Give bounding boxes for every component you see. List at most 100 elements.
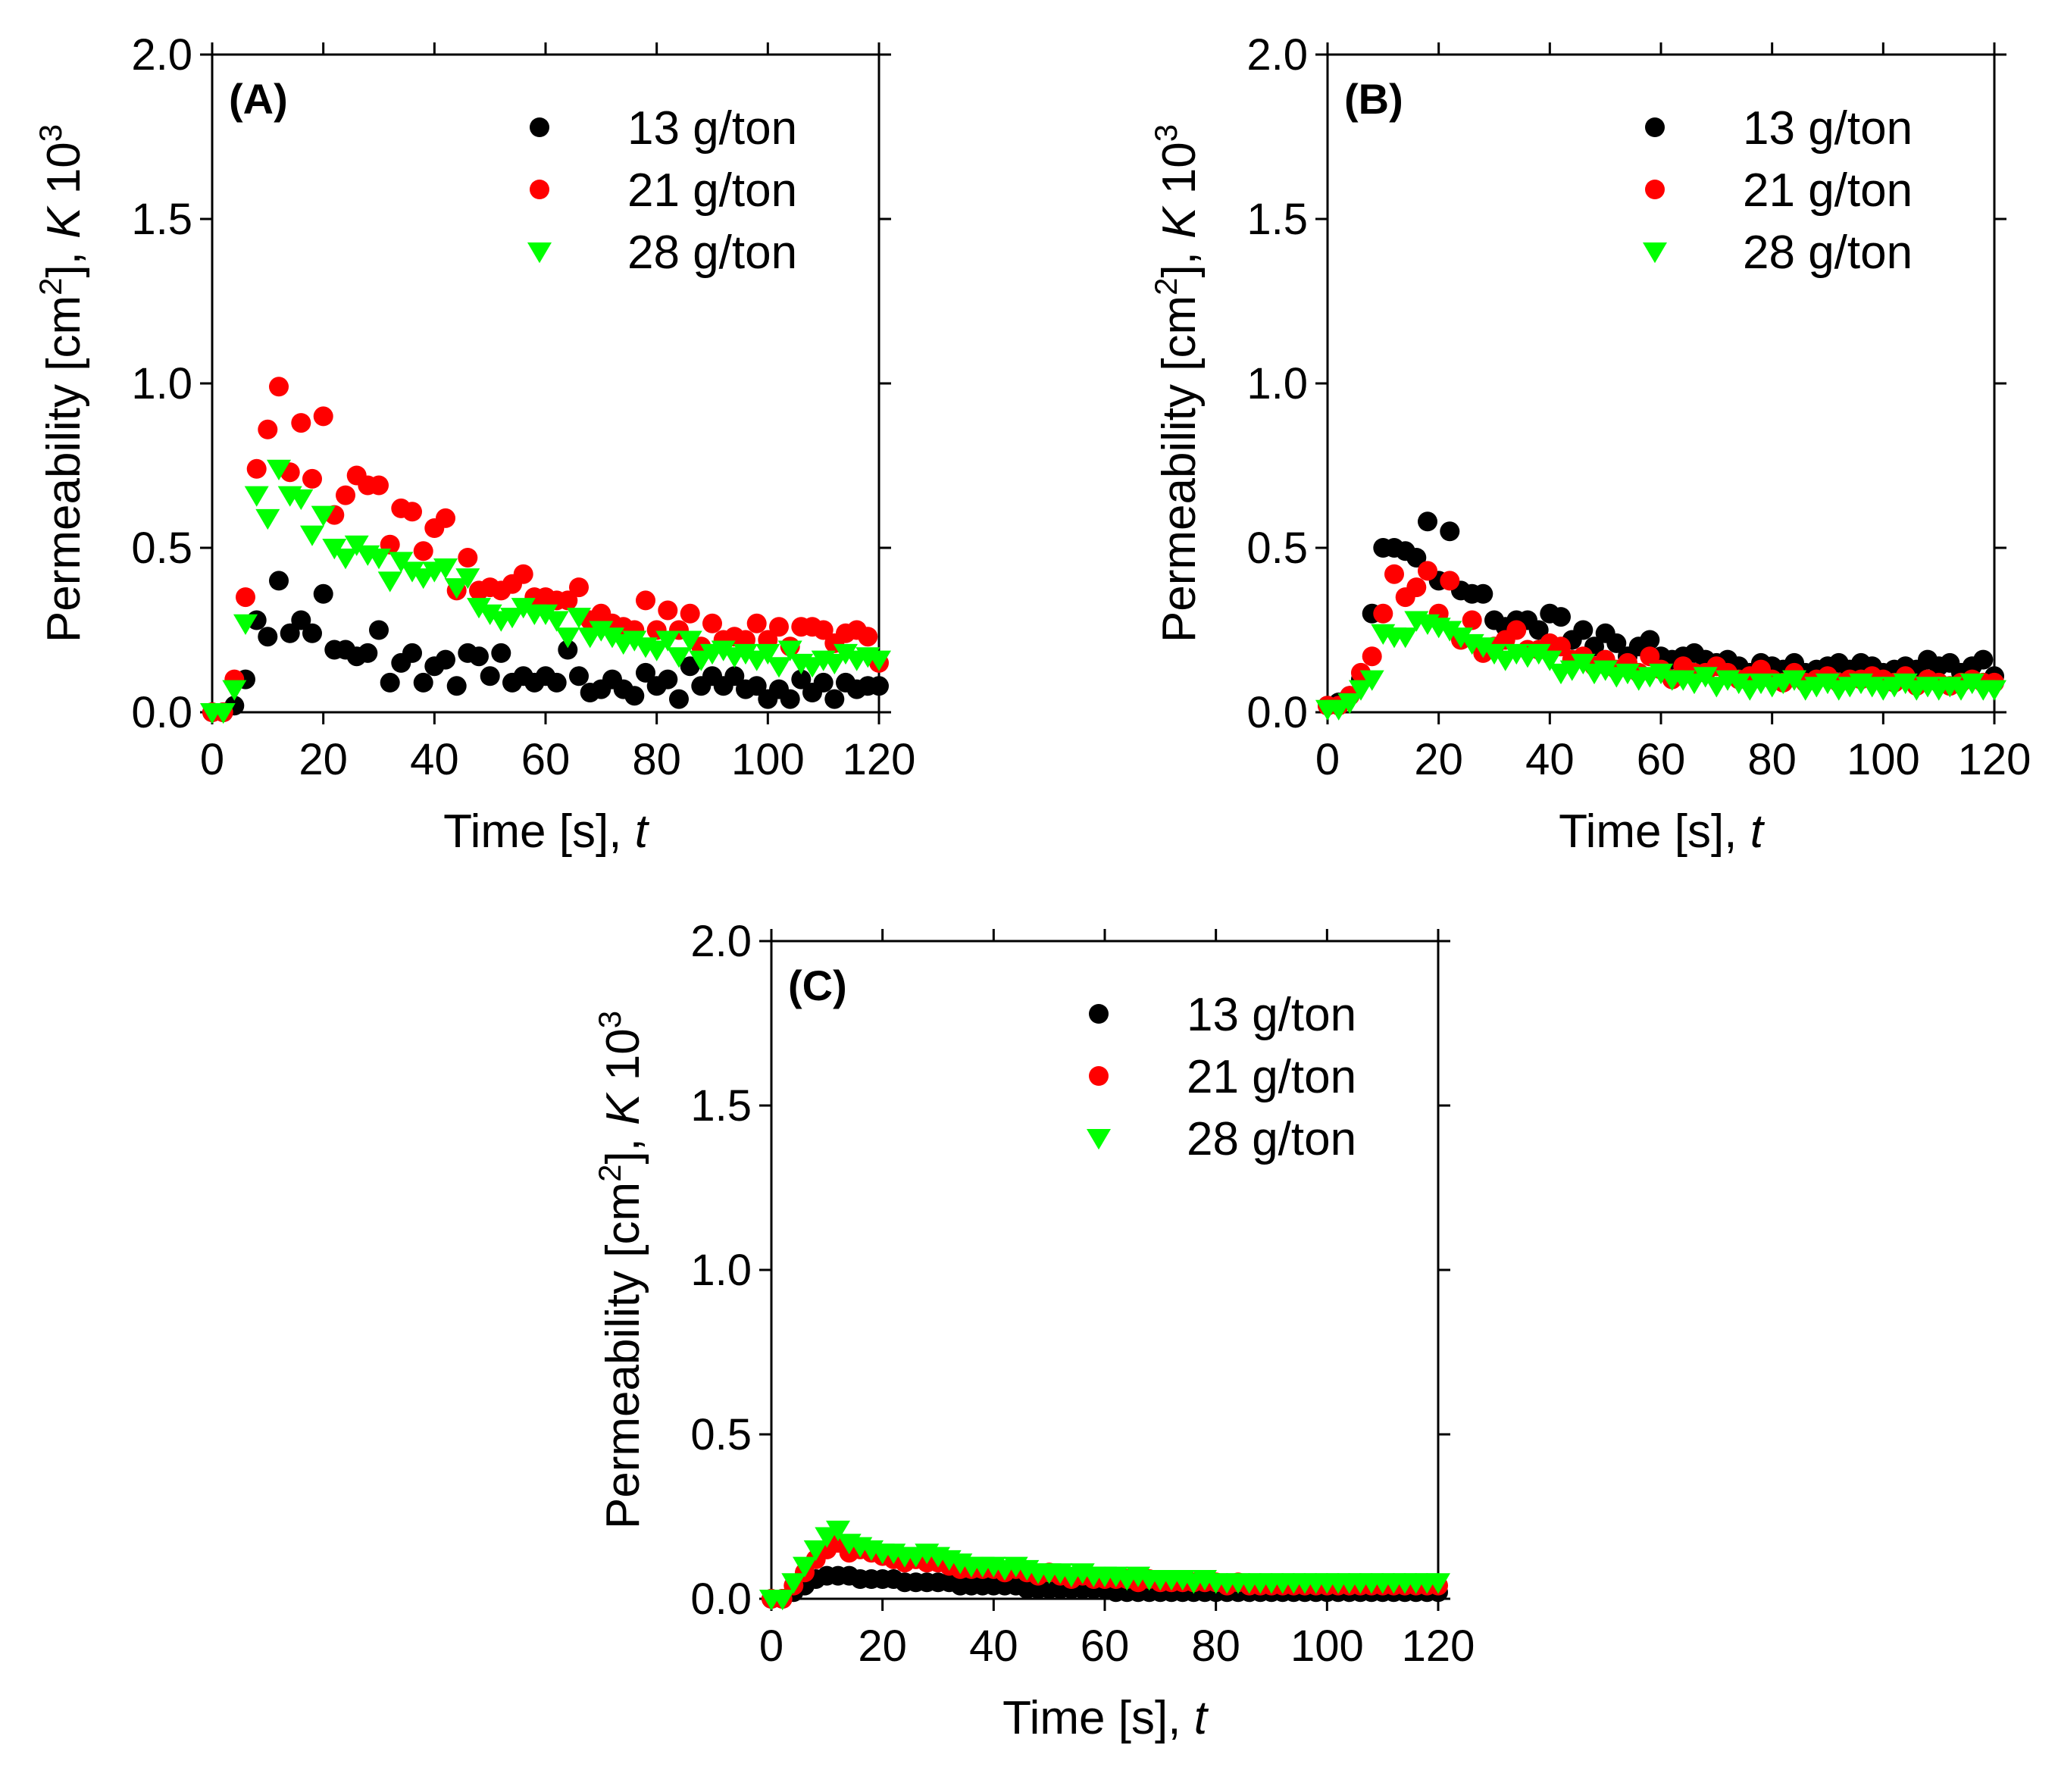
x-tick-label: 20 xyxy=(299,735,348,784)
data-point xyxy=(1440,571,1460,591)
data-point xyxy=(1482,643,1506,665)
x-tick-label: 0 xyxy=(200,735,224,784)
legend-item: 13 g/ton xyxy=(1089,989,1356,1041)
data-point xyxy=(280,623,300,643)
series-3 xyxy=(1315,611,2006,721)
data-point xyxy=(255,508,280,530)
series-1 xyxy=(202,571,889,722)
data-point xyxy=(636,590,655,611)
data-point xyxy=(444,578,469,599)
legend-label: 28 g/ton xyxy=(1743,227,1913,279)
legend-label: 21 g/ton xyxy=(1743,164,1913,217)
data-point xyxy=(813,672,834,693)
data-point xyxy=(558,640,578,660)
data-point xyxy=(702,613,722,633)
y-tick-label: 2.0 xyxy=(1246,30,1308,80)
x-tick-label: 120 xyxy=(843,735,916,784)
y-tick-label: 1.0 xyxy=(131,359,192,408)
data-point xyxy=(746,676,767,696)
data-point xyxy=(658,600,678,621)
data-point xyxy=(1551,607,1571,627)
x-tick-label: 40 xyxy=(969,1622,1018,1671)
x-tick-label: 40 xyxy=(410,735,459,784)
legend-item: 21 g/ton xyxy=(1645,164,1913,217)
legend-label: 28 g/ton xyxy=(627,227,797,279)
data-point xyxy=(1615,663,1640,685)
data-point xyxy=(291,610,311,630)
y-tick-label: 0.5 xyxy=(1246,524,1308,573)
y-tick-label: 0.5 xyxy=(690,1410,752,1459)
data-point xyxy=(300,525,324,546)
x-tick-label: 100 xyxy=(1847,735,1920,784)
x-tick-label: 20 xyxy=(1414,735,1463,784)
data-point xyxy=(1384,564,1404,584)
legend-marker xyxy=(1087,1129,1111,1150)
data-point xyxy=(1893,673,1918,695)
data-point xyxy=(1640,646,1660,667)
y-tick-label: 0.0 xyxy=(131,688,192,737)
data-point xyxy=(589,621,614,642)
data-point xyxy=(791,669,812,690)
x-tick-label: 40 xyxy=(1525,735,1575,784)
data-point xyxy=(644,640,669,661)
legend-label: 13 g/ton xyxy=(1187,989,1356,1041)
data-point xyxy=(1349,680,1373,701)
data-point xyxy=(455,568,480,590)
legend-item: 28 g/ton xyxy=(1087,1113,1356,1165)
legend-marker xyxy=(530,180,549,199)
series-3 xyxy=(200,459,891,724)
panel-label: (C) xyxy=(788,962,847,1009)
data-point xyxy=(813,620,834,640)
data-point xyxy=(1406,548,1427,568)
data-point xyxy=(746,613,767,633)
data-point xyxy=(1649,663,1673,685)
legend-marker xyxy=(1643,242,1667,264)
data-point xyxy=(1406,577,1427,598)
legend-label: 21 g/ton xyxy=(1187,1051,1356,1103)
data-point xyxy=(211,703,236,724)
y-tick-label: 1.5 xyxy=(690,1081,752,1131)
data-point xyxy=(780,689,800,709)
data-point xyxy=(477,604,502,625)
data-point xyxy=(1418,561,1437,581)
data-point xyxy=(1471,637,1496,658)
data-point xyxy=(767,657,791,678)
data-point xyxy=(436,649,455,670)
data-point xyxy=(1593,660,1618,681)
data-point xyxy=(1959,673,1984,695)
data-point xyxy=(1528,620,1549,640)
data-point xyxy=(1449,627,1473,649)
data-point xyxy=(1816,673,1840,695)
data-point xyxy=(400,561,424,583)
legend-marker xyxy=(1089,1066,1109,1086)
y-tick-label: 2.0 xyxy=(690,917,752,966)
data-point xyxy=(436,508,455,528)
data-point xyxy=(377,571,402,593)
data-point xyxy=(680,603,700,624)
y-tick-label: 0.5 xyxy=(131,524,192,573)
data-point xyxy=(446,676,467,696)
legend-marker xyxy=(1645,180,1665,199)
data-point xyxy=(413,672,433,693)
data-point xyxy=(667,647,691,668)
data-point xyxy=(311,505,336,527)
y-axis-title: Permeability [cm2], K 103 xyxy=(1148,124,1206,643)
data-point xyxy=(313,406,333,427)
x-tick-label: 80 xyxy=(1191,1622,1240,1671)
data-point xyxy=(724,666,745,686)
data-point xyxy=(1359,670,1384,691)
data-point xyxy=(755,643,780,665)
data-point xyxy=(636,662,655,683)
data-point xyxy=(1440,521,1460,542)
data-point xyxy=(1973,649,1994,670)
data-point xyxy=(491,643,511,663)
data-point xyxy=(1462,610,1482,630)
data-point xyxy=(1526,643,1551,665)
legend-item: 13 g/ton xyxy=(530,102,797,155)
data-point xyxy=(777,640,802,661)
series-2 xyxy=(202,377,889,722)
x-tick-label: 80 xyxy=(1747,735,1797,784)
legend-marker xyxy=(530,117,549,137)
data-point xyxy=(1640,630,1660,650)
data-point xyxy=(333,549,358,570)
